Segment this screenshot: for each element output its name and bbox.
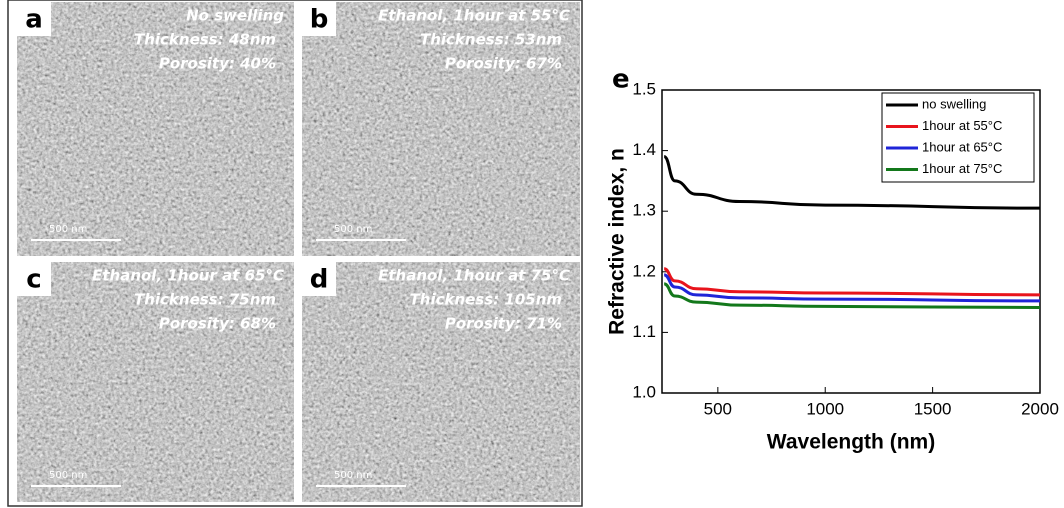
panel-letter: b [310, 5, 329, 35]
sem-texture [302, 262, 580, 502]
panel-label: Porosity: 40% [159, 55, 276, 73]
legend-box [881, 92, 1035, 183]
y-tick-label: 1.2 [632, 261, 656, 280]
panel-label: Thickness: 75nm [134, 291, 276, 309]
y-axis-label: Refractive index, n [606, 148, 629, 335]
sem-texture [17, 2, 294, 256]
letter-box [17, 262, 51, 296]
panel-label: Thickness: 53nm [420, 31, 562, 49]
x-tick-label: 2000 [1021, 399, 1059, 418]
letter-box [302, 2, 336, 36]
scale-label: 500 nm [49, 470, 87, 481]
legend-label: 1hour at 75°C [922, 161, 1002, 176]
x-tick-label: 500 [704, 399, 732, 418]
chart: e 1.0 1.1 1.2 1.3 1.4 1.5 500 1000 1500 2000 Wavele… [606, 65, 1059, 454]
sem-panels: a No swelling Thickness: 48nm Porosity: 40%… [17, 2, 580, 502]
legend-label: 1hour at 65°C [922, 139, 1002, 154]
panel-label: Porosity: 67% [445, 55, 562, 73]
panel-letter: e [612, 65, 630, 95]
data-line [663, 267, 1041, 297]
data-line [663, 273, 1041, 303]
x-tick-label: 1000 [806, 399, 844, 418]
data-line [663, 282, 1041, 310]
y-tick-label: 1.1 [632, 322, 656, 341]
legend-label: 1hour at 55°C [922, 118, 1002, 133]
scale-label: 500 nm [334, 470, 372, 481]
y-tick-label: 1.3 [632, 201, 656, 220]
panel-label: Porosity: 68% [159, 315, 276, 333]
panel-label: Thickness: 105nm [410, 291, 562, 309]
panel-label: Ethanol, 1hour at 55°C [378, 7, 570, 25]
panel-label: Porosity: 71% [445, 315, 562, 333]
scale-label: 500 nm [334, 224, 372, 235]
panel-letter: c [26, 265, 41, 295]
sem-texture [302, 2, 580, 256]
x-tick-label: 1500 [914, 399, 952, 418]
y-tick-label: 1.0 [632, 382, 656, 401]
panel-label: Thickness: 48nm [134, 31, 276, 49]
scale-label: 500 nm [49, 224, 87, 235]
letter-box [17, 2, 51, 36]
legend-label: no swelling [922, 96, 986, 111]
panel-label: Ethanol, 1hour at 75°C [378, 267, 570, 285]
panel-letter: d [310, 265, 329, 295]
panel-letter: a [25, 5, 43, 35]
data-line [663, 155, 1041, 210]
y-tick-label: 1.4 [632, 140, 656, 159]
panel-label: No swelling [186, 7, 284, 25]
x-axis-label: Wavelength (nm) [767, 431, 935, 454]
plot-frame [661, 89, 1041, 394]
panel-label: Ethanol, 1hour at 65°C [92, 267, 284, 285]
letter-box [302, 262, 336, 296]
sem-texture [17, 262, 294, 502]
y-tick-label: 1.5 [632, 79, 656, 98]
image-frame [7, 0, 583, 507]
